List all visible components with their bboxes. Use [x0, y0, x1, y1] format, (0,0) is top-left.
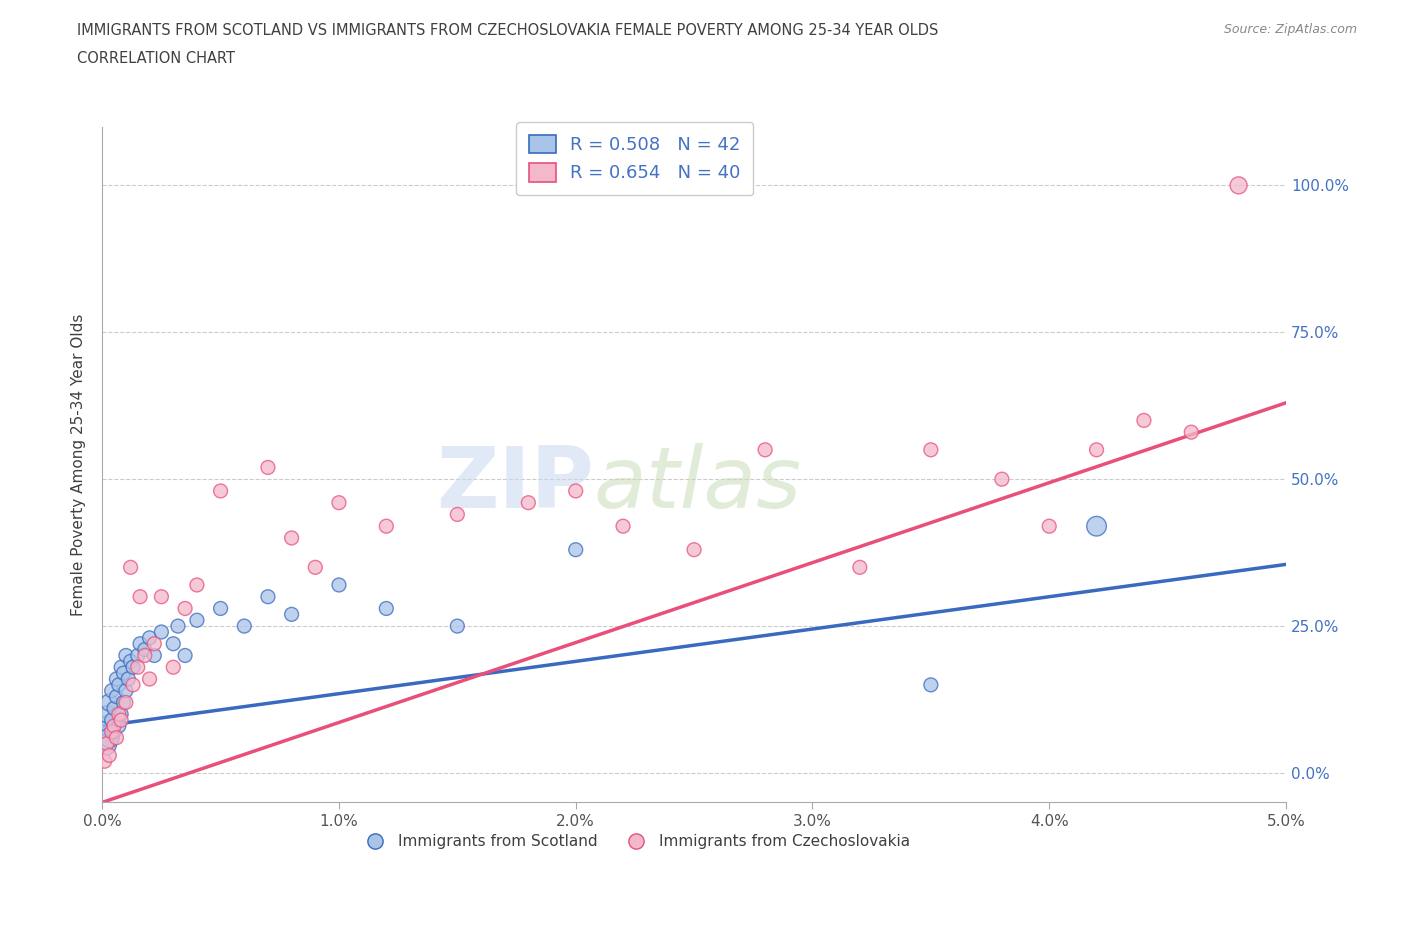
- Point: [107, 677, 129, 692]
- Point: [120, 560, 142, 575]
- Point: [134, 648, 156, 663]
- Point: [127, 648, 149, 663]
- Point: [150, 625, 173, 640]
- Point: [446, 618, 468, 633]
- Point: [103, 724, 125, 739]
- Point: [233, 618, 256, 633]
- Text: IMMIGRANTS FROM SCOTLAND VS IMMIGRANTS FROM CZECHOSLOVAKIA FEMALE POVERTY AMONG : IMMIGRANTS FROM SCOTLAND VS IMMIGRANTS F…: [77, 23, 939, 38]
- Point: [683, 542, 706, 557]
- Point: [162, 636, 184, 651]
- Text: Source: ZipAtlas.com: Source: ZipAtlas.com: [1223, 23, 1357, 36]
- Point: [93, 754, 115, 769]
- Point: [138, 671, 160, 686]
- Point: [304, 560, 326, 575]
- Point: [186, 578, 208, 592]
- Point: [115, 684, 138, 698]
- Point: [1085, 443, 1108, 458]
- Point: [96, 707, 118, 722]
- Text: atlas: atlas: [593, 444, 801, 526]
- Text: CORRELATION CHART: CORRELATION CHART: [77, 51, 235, 66]
- Point: [96, 719, 118, 734]
- Point: [103, 701, 125, 716]
- Point: [375, 519, 398, 534]
- Point: [257, 590, 280, 604]
- Point: [849, 560, 872, 575]
- Point: [754, 443, 776, 458]
- Point: [1133, 413, 1156, 428]
- Legend: Immigrants from Scotland, Immigrants from Czechoslovakia: Immigrants from Scotland, Immigrants fro…: [354, 829, 917, 856]
- Point: [105, 671, 128, 686]
- Point: [991, 472, 1014, 486]
- Point: [98, 748, 121, 763]
- Point: [112, 666, 135, 681]
- Point: [107, 719, 129, 734]
- Point: [564, 542, 586, 557]
- Point: [375, 601, 398, 616]
- Y-axis label: Female Poverty Among 25-34 Year Olds: Female Poverty Among 25-34 Year Olds: [72, 313, 86, 616]
- Point: [110, 712, 132, 727]
- Point: [117, 671, 139, 686]
- Point: [143, 648, 166, 663]
- Point: [110, 707, 132, 722]
- Point: [98, 695, 121, 710]
- Point: [134, 642, 156, 657]
- Point: [93, 737, 115, 751]
- Point: [112, 695, 135, 710]
- Point: [257, 460, 280, 475]
- Point: [612, 519, 634, 534]
- Point: [167, 618, 190, 633]
- Point: [98, 730, 121, 745]
- Point: [1227, 178, 1250, 193]
- Point: [120, 654, 142, 669]
- Point: [280, 607, 302, 622]
- Point: [446, 507, 468, 522]
- Point: [100, 724, 122, 739]
- Point: [127, 659, 149, 674]
- Point: [122, 659, 145, 674]
- Point: [143, 636, 166, 651]
- Point: [1085, 519, 1108, 534]
- Point: [328, 578, 350, 592]
- Point: [105, 689, 128, 704]
- Point: [115, 695, 138, 710]
- Point: [209, 484, 232, 498]
- Text: ZIP: ZIP: [436, 444, 593, 526]
- Point: [174, 601, 197, 616]
- Point: [107, 707, 129, 722]
- Point: [129, 636, 152, 651]
- Point: [920, 677, 942, 692]
- Point: [96, 737, 118, 751]
- Point: [150, 590, 173, 604]
- Point: [100, 684, 122, 698]
- Point: [517, 496, 540, 511]
- Point: [100, 712, 122, 727]
- Point: [186, 613, 208, 628]
- Point: [103, 719, 125, 734]
- Point: [920, 443, 942, 458]
- Point: [280, 530, 302, 545]
- Point: [209, 601, 232, 616]
- Point: [129, 590, 152, 604]
- Point: [122, 677, 145, 692]
- Point: [1180, 425, 1202, 440]
- Point: [174, 648, 197, 663]
- Point: [138, 631, 160, 645]
- Point: [564, 484, 586, 498]
- Point: [162, 659, 184, 674]
- Point: [105, 730, 128, 745]
- Point: [115, 648, 138, 663]
- Point: [328, 496, 350, 511]
- Point: [1038, 519, 1060, 534]
- Point: [110, 659, 132, 674]
